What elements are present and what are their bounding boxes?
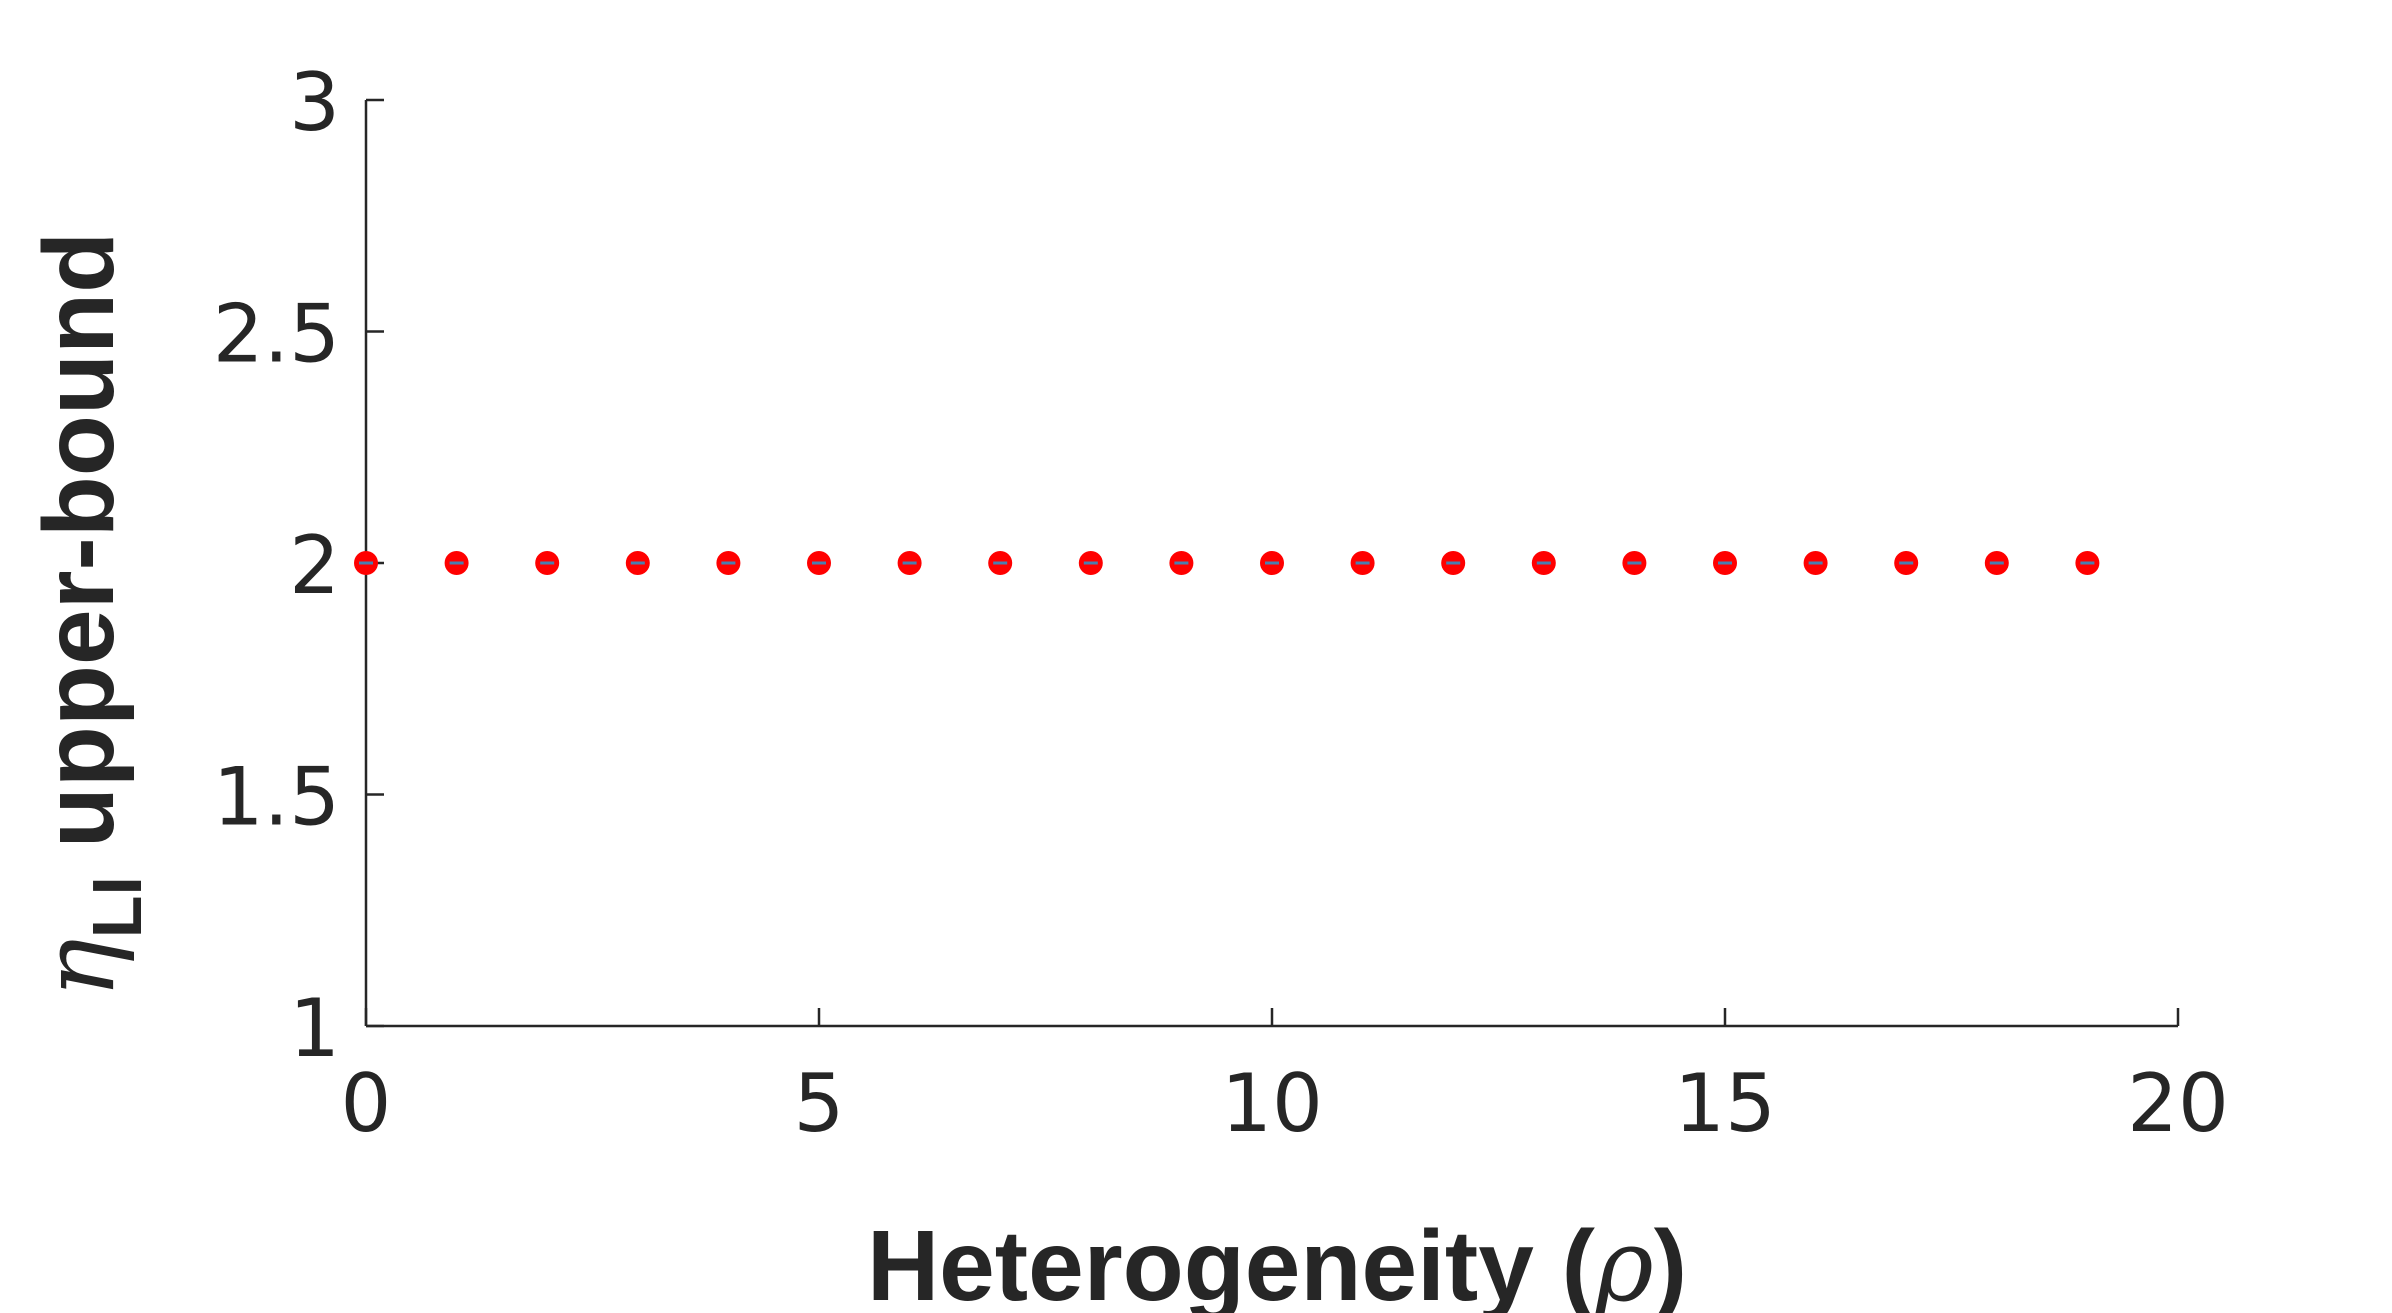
x-tick-label: 5 [794,1057,845,1150]
x-axis-title-close: ) [1654,1210,1687,1313]
y-tick-label: 1.5 [213,751,340,844]
y-axis-title: ηLI upper-bound [20,232,156,998]
x-axis-title: Heterogeneity (ρ) [867,1207,1687,1313]
y-tick-label: 2.5 [213,288,340,381]
x-axis-title-symbol: ρ [1594,1207,1654,1313]
y-axis-ticks: 1 1.5 2 2.5 3 [213,56,384,1075]
y-tick-label: 3 [289,56,340,149]
y-axis-title-symbol: η [20,938,137,998]
y-axis-title-subscript: LI [78,876,156,938]
data-points [354,551,2100,575]
x-tick-label: 15 [1674,1057,1776,1150]
x-tick-label: 0 [341,1057,392,1150]
x-tick-label: 20 [2127,1057,2229,1150]
x-axis-ticks: 0 5 10 15 20 [341,1008,2229,1150]
y-tick-label: 1 [289,982,340,1075]
y-tick-label: 2 [289,519,340,612]
x-axis-title-text: Heterogeneity ( [867,1210,1596,1313]
x-tick-label: 10 [1221,1057,1323,1150]
y-axis-title-text: upper-bound [23,232,135,876]
